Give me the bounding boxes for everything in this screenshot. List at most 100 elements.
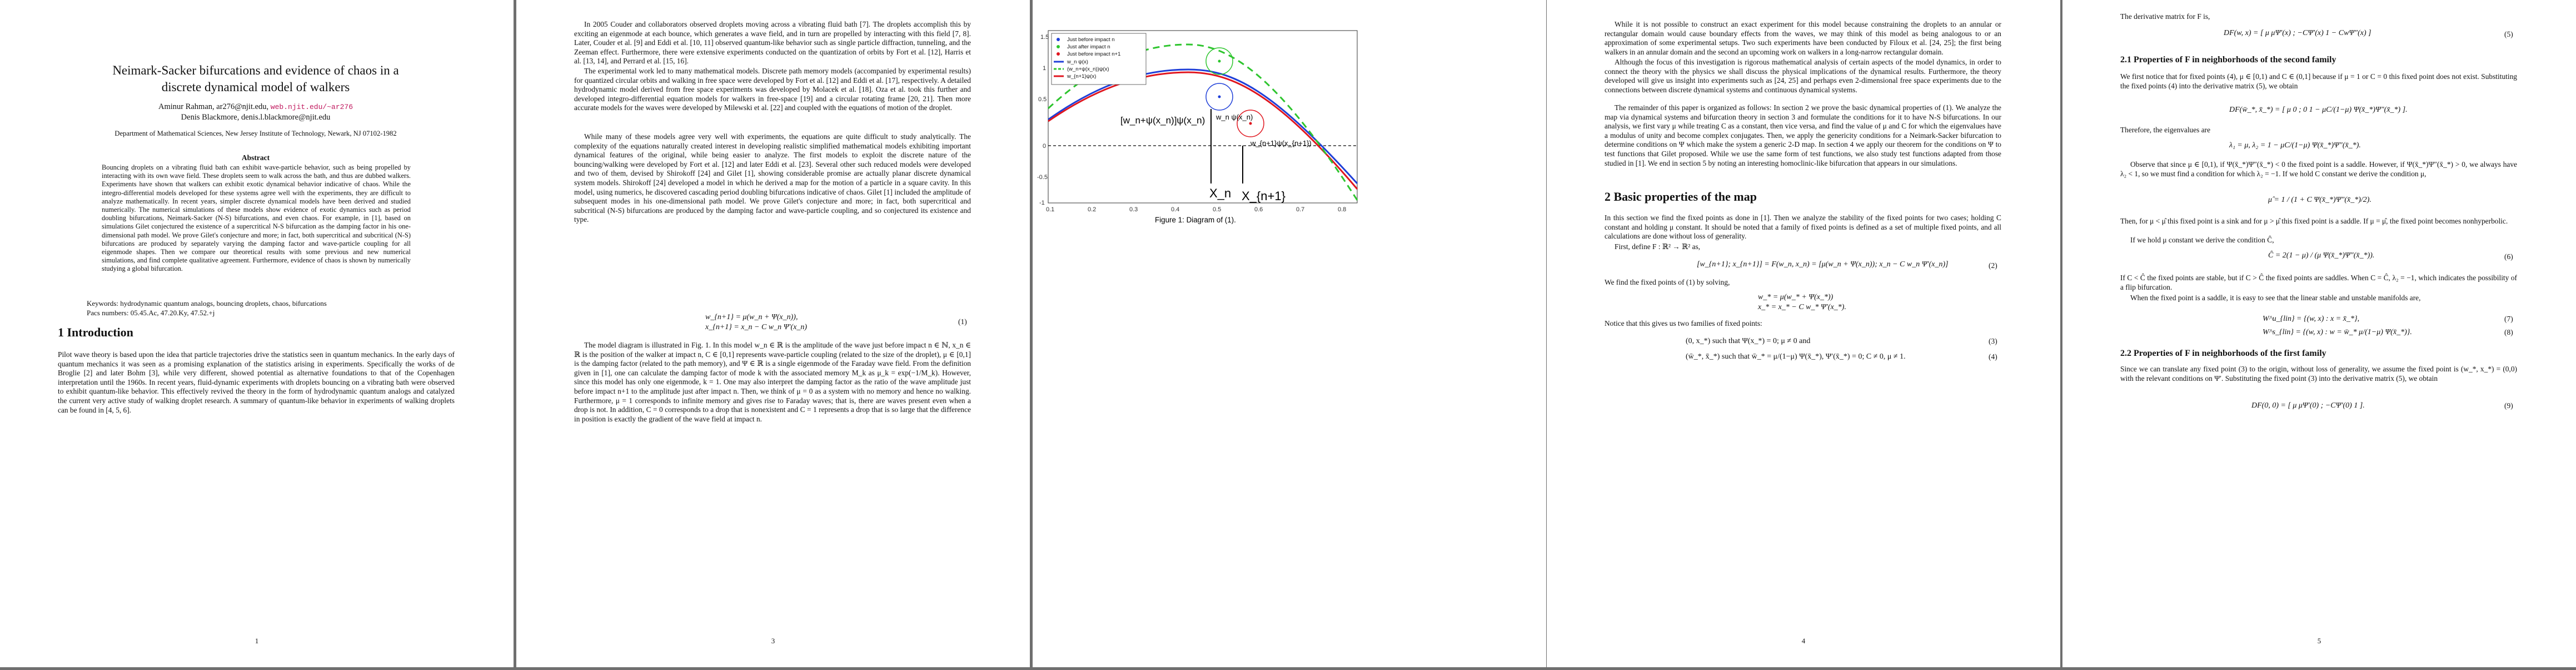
- equation-7-number: (7): [2504, 315, 2513, 323]
- equation-df-second-family: DF(w̄_*, x̄_*) = [ μ 0 ; 0 1 − μC/(1−μ) …: [2229, 106, 2408, 114]
- x-tick-label: 0.5: [1213, 206, 1221, 213]
- plot-frame: [1048, 30, 1358, 204]
- legend-marker: [1057, 45, 1060, 48]
- page3-paragraph-3: While many of these models agree very we…: [574, 132, 971, 224]
- annotation-wn-plus-psi: [w_n+ψ(x_n)]ψ(x_n): [1120, 115, 1205, 126]
- equation-3: (0, x_*) such that Ψ(x_*) = 0; μ ≠ 0 and: [1686, 337, 1811, 345]
- x-tick-label: 0.1: [1046, 206, 1054, 213]
- fixed-point-eq-1: w_* = μ(w_* + Ψ(x_*)): [1758, 293, 1833, 301]
- page-number-5: 5: [2317, 637, 2321, 645]
- equation-1-number: (1): [958, 317, 967, 326]
- fixed-point-equations: w_* = μ(w_* + Ψ(x_*)) x_* = x_* − C w_* …: [1758, 292, 1925, 312]
- legend-label: Just before impact n: [1067, 37, 1115, 43]
- legend-label: Just before impact n+1: [1067, 51, 1120, 57]
- page-number-1: 1: [255, 637, 259, 645]
- author-1-url-link[interactable]: web.njit.edu/~ar276: [270, 103, 353, 111]
- equation-2-number: (2): [1989, 261, 1997, 270]
- equation-1: w_{n+1} = μ(w_n + Ψ(x_n)), x_{n+1} = x_n…: [705, 312, 844, 332]
- annotation-xn1: X_{n+1}: [1242, 189, 1285, 203]
- page-3: In 2005 Couder and collaborators observe…: [516, 0, 1030, 667]
- page4-paragraph-4: In this section we find the fixed points…: [1605, 214, 2001, 241]
- equation-5: DF(w, x) = [ μ μΨ′(x) ; −CΨ′(x) 1 − CwΨ″…: [2224, 29, 2371, 37]
- page-5: The derivative matrix for F is, DF(w, x)…: [2062, 0, 2576, 667]
- legend-box: [1051, 33, 1147, 85]
- section-heading-introduction: 1 Introduction: [58, 325, 133, 339]
- page5-paragraph-5: Then, for μ < μ̂ this fixed point is a s…: [2120, 217, 2508, 225]
- page5-paragraph-9: Since we can translate any fixed point (…: [2120, 365, 2517, 383]
- section-heading-basic-properties: 2 Basic properties of the map: [1605, 190, 1757, 204]
- equation-3-number: (3): [1989, 337, 1997, 345]
- annotation-wn-psi: w_n ψ(x_n): [1215, 113, 1253, 121]
- equation-4: (w̄_*, x̄_*) such that w̄_* = μ/(1−μ) Ψ(…: [1686, 353, 1906, 361]
- x-tick-label: 0.6: [1254, 206, 1263, 213]
- page5-paragraph-3: Therefore, the eigenvalues are: [2120, 126, 2211, 134]
- legend-label: Just after impact n: [1067, 44, 1110, 50]
- page5-paragraph-6: If we hold μ constant we derive the cond…: [2130, 236, 2274, 244]
- page5-paragraph-2: We first notice that for fixed points (4…: [2120, 72, 2517, 90]
- equation-4-number: (4): [1989, 353, 1997, 361]
- equation-mu-hat: μ̂ = 1 / (1 + C Ψ(x̄_*)Ψ″(x̄_*)/2).: [2268, 196, 2371, 204]
- page3-paragraph-2: The experimental work led to many mathem…: [574, 67, 971, 112]
- x-tick-label: 0.3: [1129, 206, 1138, 213]
- author-1: Aminur Rahman, ar276@njit.edu,: [158, 102, 269, 111]
- x-tick-label: 0.8: [1338, 206, 1346, 213]
- page3-paragraph-4: The model diagram is illustrated in Fig.…: [574, 341, 971, 423]
- equation-2: [w_{n+1}; x_{n+1}] = F(w_n, x_n) = [μ(w_…: [1697, 260, 1949, 269]
- affiliation: Department of Mathematical Sciences, New…: [114, 130, 397, 137]
- author-2: Denis Blackmore, denis.l.blackmore@njit.…: [181, 113, 331, 122]
- title-line-1: Neimark-Sacker bifurcations and evidence…: [112, 63, 399, 77]
- intro-paragraph: Pilot wave theory is based upon the idea…: [58, 350, 455, 414]
- page5-paragraph-1: The derivative matrix for F is,: [2120, 12, 2210, 21]
- fixed-point-eq-2: x_* = x_* − C w_* Ψ′(x_*).: [1758, 303, 1846, 311]
- legend-marker: [1057, 52, 1060, 56]
- page4-paragraph-1: While it is not possible to construct an…: [1605, 20, 2001, 56]
- abstract-text: Bouncing droplets on a vibrating fluid b…: [102, 163, 411, 273]
- page-1: Neimark-Sacker bifurcations and evidence…: [0, 0, 514, 667]
- subsection-2-1-heading: 2.1 Properties of F in neighborhoods of …: [2120, 55, 2336, 64]
- curve-wn-psi: [1048, 68, 1358, 185]
- abstract-heading: Abstract: [241, 153, 270, 162]
- keywords-block: Keywords: hydrodynamic quantum analogs, …: [87, 299, 431, 317]
- annotation-xn: X_n: [1209, 186, 1231, 200]
- y-tick-label: 0.5: [1038, 96, 1047, 103]
- curve-wn1-psi: [1048, 71, 1358, 190]
- equation-8-number: (8): [2504, 328, 2513, 336]
- page5-paragraph-7: If C < Ĉ the fixed points are stable, bu…: [2120, 274, 2517, 291]
- paper-title: Neimark-Sacker bifurcations and evidence…: [61, 62, 450, 96]
- legend-label: (w_n+ψ(x_n))ψ(x): [1067, 66, 1109, 72]
- droplet-center-blue: [1218, 95, 1221, 98]
- y-tick-label: -1: [1039, 200, 1045, 206]
- figure-caption: Figure 1: Diagram of (1).: [1155, 216, 1236, 224]
- x-tick-label: 0.2: [1088, 206, 1096, 213]
- page4-paragraph-7: Notice that this gives us two families o…: [1605, 319, 1762, 327]
- page-number-4: 4: [1801, 637, 1806, 645]
- equation-eigenvalues: λ₁ = μ, λ₂ = 1 − μC/(1−μ) Ψ(x̄_*)Ψ″(x̄_*…: [2229, 141, 2361, 150]
- title-line-2: discrete dynamical model of walkers: [161, 80, 350, 94]
- keywords: Keywords: hydrodynamic quantum analogs, …: [87, 299, 327, 307]
- equation-6-number: (6): [2504, 252, 2513, 261]
- annotation-wn1-psi: w_{n+1}ψ(x_{n+1}): [1250, 139, 1312, 147]
- page-number-3: 3: [771, 637, 775, 645]
- y-tick-label: 0: [1043, 143, 1046, 150]
- droplet-after-impact: [1205, 47, 1233, 75]
- legend-label: w_{n+1}ψ(x): [1067, 73, 1096, 80]
- page5-paragraph-8: When the fixed point is a saddle, it is …: [2130, 294, 2421, 302]
- legend-marker: [1057, 38, 1060, 41]
- x-tick-label: 0.4: [1171, 206, 1179, 213]
- x-tick-label: 0.7: [1296, 206, 1304, 213]
- y-tick-label: 1.5: [1040, 34, 1049, 41]
- equation-7: W^u_{lin} = {(w, x) : x = x̄_*},: [2263, 315, 2360, 323]
- page-4: While it is not possible to construct an…: [1547, 0, 2060, 667]
- equation-5-number: (5): [2504, 30, 2513, 38]
- page4-paragraph-3: The remainder of this paper is organized…: [1605, 103, 2001, 167]
- subsection-2-2-heading: 2.2 Properties of F in neighborhoods of …: [2120, 349, 2326, 358]
- figure-page: 1.5 1 0.5 0 -0.5 -1 0.1 0.2 0.3 0.4 0.5 …: [1033, 0, 1546, 667]
- equation-1-line-1: w_{n+1} = μ(w_n + Ψ(x_n)),: [705, 313, 798, 321]
- legend-label: w_n ψ(x): [1067, 59, 1088, 65]
- equation-1-line-2: x_{n+1} = x_n − C w_n Ψ′(x_n): [705, 323, 808, 331]
- droplet-center-green: [1218, 59, 1221, 63]
- droplet-center-red: [1249, 122, 1252, 125]
- curve-wn-plus-psi: [1047, 43, 1358, 201]
- y-tick-labels: 1.5 1 0.5 0 -0.5 -1: [1037, 34, 1049, 206]
- droplet-before-impact-n: [1205, 83, 1233, 111]
